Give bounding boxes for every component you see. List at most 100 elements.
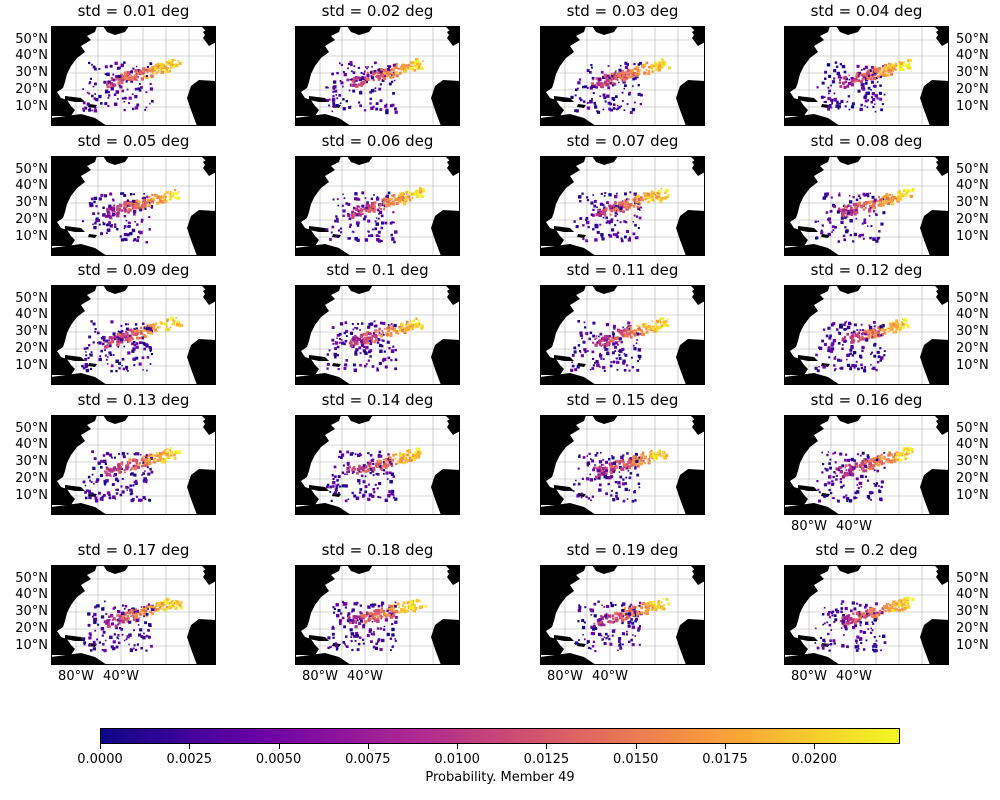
land [51, 653, 107, 665]
land [920, 619, 949, 665]
land [692, 160, 697, 165]
lat-tick-label: 20°N [956, 212, 989, 227]
probability-points [81, 597, 184, 653]
probability-points [82, 446, 181, 503]
land [65, 355, 85, 361]
panel-title: std = 0.08 deg [810, 132, 923, 150]
map-panel [295, 285, 460, 385]
land [187, 619, 216, 665]
map-panel [540, 26, 705, 126]
land [201, 156, 216, 176]
land [821, 104, 830, 108]
panel-title: std = 0.18 deg [321, 541, 434, 559]
lat-tick-label: 30°N [15, 324, 48, 339]
land [592, 285, 618, 294]
lat-tick-label: 10°N [15, 358, 48, 373]
lat-tick-label: 40°N [15, 437, 48, 452]
land [347, 285, 373, 294]
land [554, 355, 574, 361]
land [295, 373, 351, 385]
panel-title: std = 0.03 deg [566, 2, 679, 20]
lat-tick-label: 20°N [956, 471, 989, 486]
land [51, 373, 107, 385]
lat-tick-label: 20°N [15, 82, 48, 97]
map-panel [295, 26, 460, 126]
map-panel [784, 415, 949, 515]
land [836, 415, 862, 424]
land [836, 565, 862, 574]
land [445, 565, 460, 585]
lat-tick-label: 50°N [15, 291, 48, 306]
lat-tick-label: 50°N [15, 162, 48, 177]
land [65, 485, 85, 491]
land [798, 485, 818, 491]
colorbar-label: Probability. Member 49 [425, 770, 575, 785]
colorbar-tick-mark [457, 744, 459, 749]
land [445, 415, 460, 435]
colorbar-tick-mark [189, 744, 191, 749]
land [201, 415, 216, 435]
land [936, 419, 941, 424]
land [187, 469, 216, 515]
probability-points [570, 58, 672, 114]
land [347, 415, 373, 424]
map-panel [51, 285, 216, 385]
lat-tick-label: 50°N [15, 32, 48, 47]
lat-tick-label: 50°N [15, 571, 48, 586]
land [920, 80, 949, 126]
land [592, 565, 618, 574]
land [447, 289, 452, 294]
lat-tick-label: 20°N [15, 341, 48, 356]
probability-points [816, 447, 914, 503]
lat-tick-label: 20°N [15, 621, 48, 636]
colorbar-tick-mark [100, 744, 101, 749]
land [88, 234, 97, 238]
lat-tick-label: 50°N [956, 162, 989, 177]
land [540, 26, 586, 116]
map-panel [51, 565, 216, 665]
land [936, 30, 941, 35]
lat-tick-label: 50°N [956, 421, 989, 436]
land [540, 244, 596, 256]
land [295, 415, 341, 505]
lat-tick-label: 40°N [956, 437, 989, 452]
probability-points [814, 317, 910, 373]
land [431, 80, 460, 126]
lon-tick-label: 40°W [836, 519, 872, 534]
land [798, 96, 818, 102]
lat-tick-label: 40°N [956, 307, 989, 322]
lat-tick-label: 10°N [956, 229, 989, 244]
land [784, 156, 830, 246]
lat-tick-label: 50°N [956, 571, 989, 586]
land [332, 363, 341, 367]
panel-title: std = 0.01 deg [77, 2, 190, 20]
lat-tick-label: 30°N [956, 324, 989, 339]
lat-tick-label: 30°N [956, 454, 989, 469]
land [554, 226, 574, 232]
panel-title: std = 0.11 deg [566, 261, 679, 279]
lat-tick-label: 30°N [15, 454, 48, 469]
land [540, 653, 596, 665]
lat-tick-label: 10°N [956, 99, 989, 114]
land [540, 565, 586, 655]
land [692, 289, 697, 294]
probability-points [327, 599, 427, 652]
land [203, 160, 208, 165]
probability-points [326, 317, 424, 372]
land [577, 104, 586, 108]
land [540, 503, 596, 515]
land [295, 26, 341, 116]
land [798, 635, 818, 641]
land [431, 469, 460, 515]
lon-tick-label: 80°W [791, 669, 827, 684]
lat-tick-label: 40°N [956, 587, 989, 602]
colorbar-tick-label: 0.0175 [702, 752, 748, 767]
land [309, 485, 329, 491]
land [784, 285, 830, 375]
land [295, 114, 351, 126]
land [295, 565, 341, 655]
land [51, 285, 97, 375]
land [309, 355, 329, 361]
probability-points [325, 187, 426, 244]
panel-title: std = 0.16 deg [810, 391, 923, 409]
